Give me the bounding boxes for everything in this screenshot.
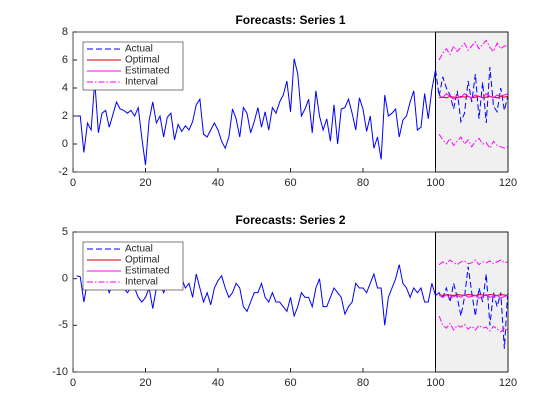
chart-title: Forecasts: Series 1	[235, 13, 345, 27]
x-tick-label: 120	[499, 177, 517, 189]
y-tick-label: -5	[58, 319, 68, 331]
x-tick-label: 80	[357, 177, 369, 189]
forecast-region	[435, 231, 509, 373]
x-tick-label: 40	[212, 377, 224, 389]
legend-box	[82, 41, 184, 91]
series-line	[438, 259, 509, 266]
series-line	[438, 92, 509, 100]
x-tick-label: 40	[212, 177, 224, 189]
x-tick-label: 20	[139, 177, 151, 189]
x-tick-label: 100	[426, 177, 444, 189]
x-tick-label: 0	[70, 377, 76, 389]
legend-label: Estimated	[125, 66, 169, 77]
legend-label: Estimated	[125, 266, 169, 277]
y-tick-label: 0	[62, 273, 68, 285]
legend-label: Actual	[125, 44, 153, 55]
chart-title: Forecasts: Series 2	[235, 213, 345, 227]
series-line	[76, 264, 436, 326]
y-tick-label: 6	[62, 54, 68, 66]
y-tick-label: 4	[62, 82, 68, 94]
x-tick-label: 20	[139, 377, 151, 389]
y-tick-label: 8	[62, 26, 68, 38]
y-tick-label: -2	[58, 166, 68, 178]
legend-label: Optimal	[125, 255, 159, 266]
y-tick-label: 5	[62, 226, 68, 238]
series-line	[435, 266, 509, 349]
x-tick-label: 80	[357, 377, 369, 389]
legend-label: Optimal	[125, 55, 159, 66]
y-tick-label: -10	[52, 366, 68, 378]
series-line	[435, 66, 509, 124]
y-tick-label: 2	[62, 110, 68, 122]
x-tick-label: 100	[426, 377, 444, 389]
legend-label: Interval	[125, 77, 158, 88]
y-tick-label: 0	[62, 138, 68, 150]
series-line	[76, 58, 436, 166]
series-line	[438, 39, 508, 61]
x-tick-label: 60	[284, 177, 296, 189]
series-line	[438, 133, 509, 150]
legend-label: Actual	[125, 244, 153, 255]
x-tick-label: 0	[70, 177, 76, 189]
x-tick-label: 60	[284, 377, 296, 389]
series-line	[438, 293, 509, 299]
x-tick-label: 120	[499, 377, 517, 389]
legend-label: Interval	[125, 277, 158, 288]
